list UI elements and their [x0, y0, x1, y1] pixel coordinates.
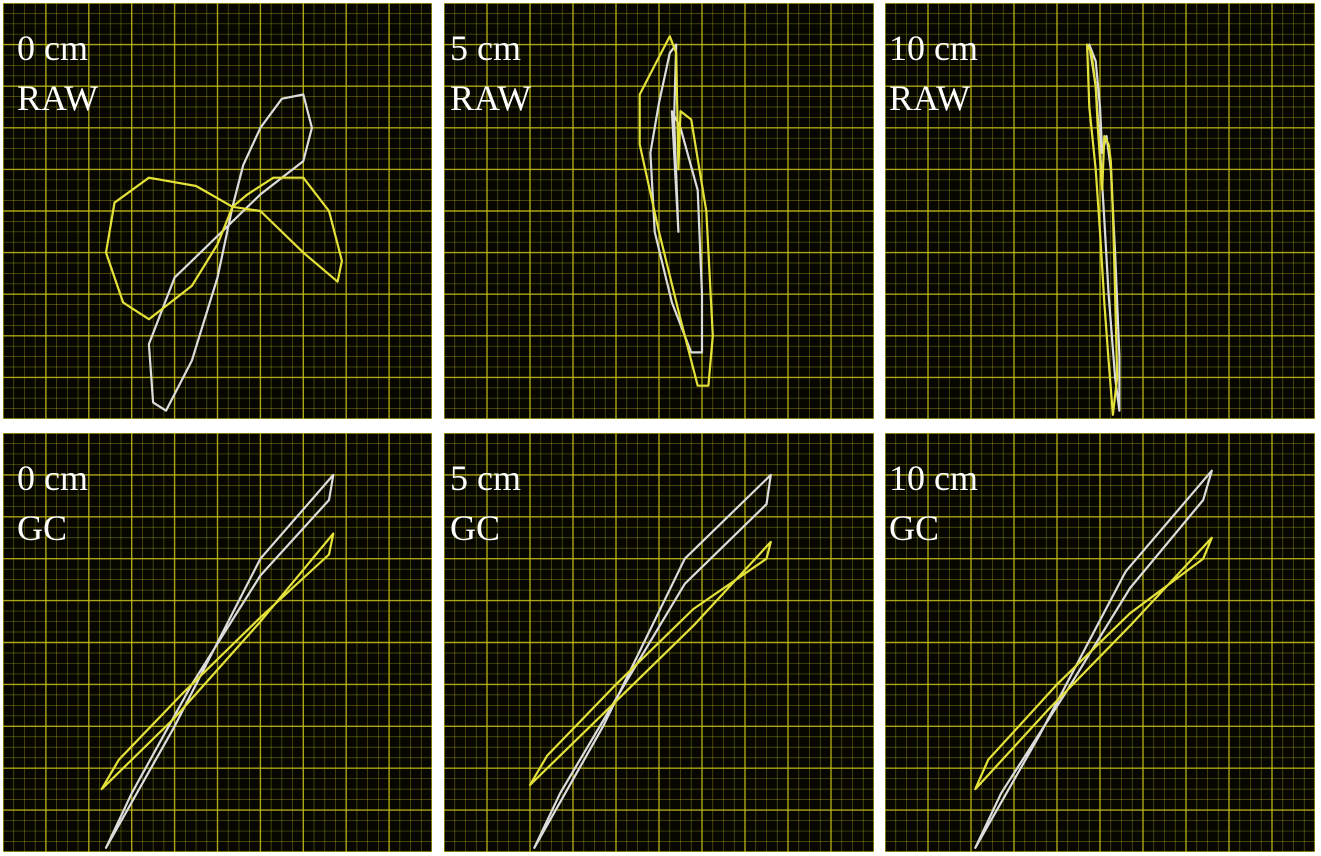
panel-10cm-raw: 10 cm RAW [885, 3, 1315, 419]
grid [3, 433, 432, 852]
series-trace-1 [100, 532, 335, 791]
series-trace-0 [974, 469, 1213, 849]
mode-label: GC [17, 508, 68, 548]
series-trace-1 [974, 536, 1213, 791]
series-trace-1 [104, 176, 343, 321]
panel-0cm-gc: 0 cm GC [3, 433, 432, 852]
panel-label: 0 cm GC [17, 453, 88, 553]
series-trace-1 [528, 540, 772, 787]
panel-label: 5 cm GC [450, 453, 521, 553]
plot-10cm-gc [885, 433, 1315, 852]
panel-label: 0 cm RAW [17, 23, 98, 123]
panel-label: 10 cm RAW [889, 23, 978, 123]
plot-5cm-raw [444, 3, 874, 419]
plot-5cm-gc [444, 433, 874, 852]
series-trace-0 [104, 473, 335, 849]
series-trace-0 [533, 473, 772, 849]
mode-label: GC [450, 508, 501, 548]
distance-label: 0 cm [17, 458, 88, 498]
panel-5cm-raw: 5 cm RAW [444, 3, 874, 419]
mode-label: RAW [17, 78, 99, 118]
distance-label: 5 cm [450, 28, 521, 68]
panel-label: 10 cm GC [889, 453, 978, 553]
panel-0cm-raw: 0 cm RAW [3, 3, 432, 419]
series-trace-1 [638, 35, 714, 387]
panel-label: 5 cm RAW [450, 23, 531, 123]
plot-0cm-gc [3, 433, 432, 852]
distance-label: 5 cm [450, 458, 521, 498]
grid [444, 433, 874, 852]
panel-10cm-gc: 10 cm GC [885, 433, 1315, 852]
mode-label: RAW [889, 78, 971, 118]
grid [3, 3, 432, 419]
series-trace-0 [147, 93, 313, 412]
distance-label: 10 cm [889, 458, 978, 498]
plot-0cm-raw [3, 3, 432, 419]
grid [444, 3, 874, 419]
mode-label: GC [889, 508, 940, 548]
distance-label: 0 cm [17, 28, 88, 68]
distance-label: 10 cm [889, 28, 978, 68]
panel-5cm-gc: 5 cm GC [444, 433, 874, 852]
mode-label: RAW [450, 78, 532, 118]
plot-10cm-raw [885, 3, 1315, 419]
series-trace-1 [1086, 43, 1119, 416]
series-trace-0 [1088, 43, 1121, 412]
